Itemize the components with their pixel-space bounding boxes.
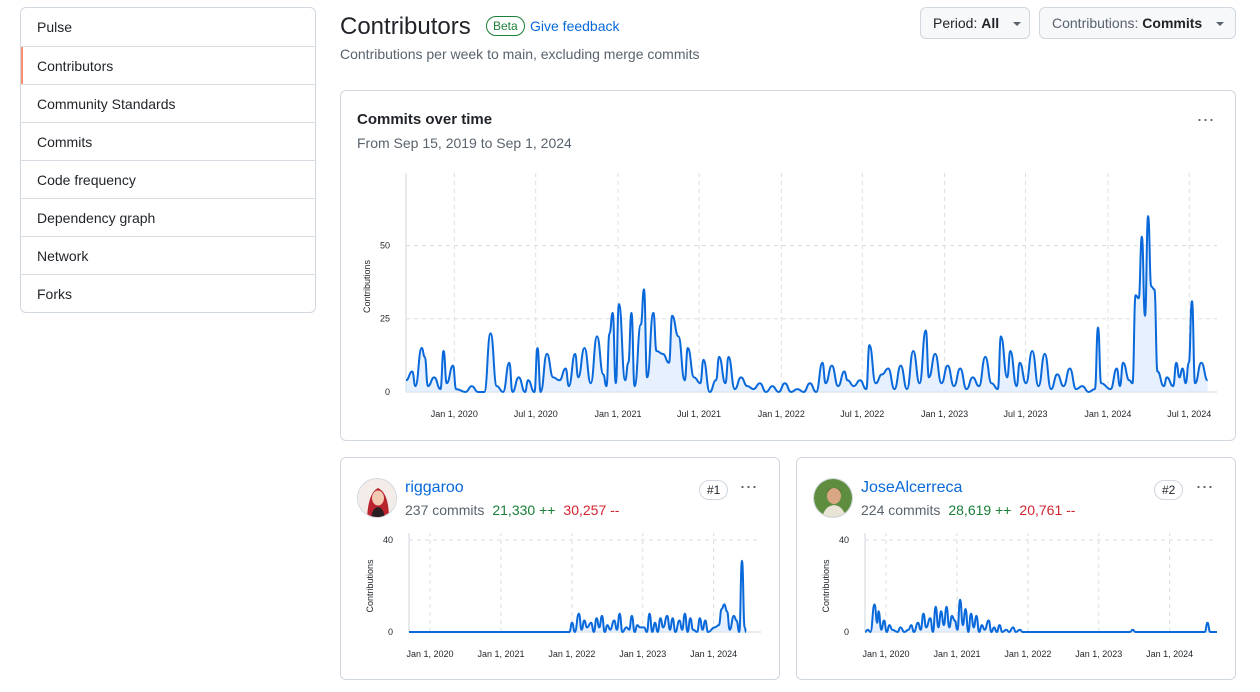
x-tick-label: Jan 1, 2022 xyxy=(1004,649,1051,659)
x-tick-label: Jul 1, 2022 xyxy=(840,409,884,419)
y-tick-label: 0 xyxy=(385,387,390,397)
sidebar-item-community-standards[interactable]: Community Standards xyxy=(21,84,315,122)
y-axis-label: Contributions xyxy=(365,559,375,613)
y-tick-label: 40 xyxy=(839,535,849,545)
sidebar-item-code-frequency[interactable]: Code frequency xyxy=(21,160,315,198)
commits-over-time-chart: 0 25 50 Jan 1, 2020 Jul 1, 2020 Jan 1, 2021 Ju… xyxy=(362,173,1217,419)
contributor-card-2: JoseAlcerreca 224 commits 28,619 ++ 20,761… xyxy=(796,457,1236,680)
kebab-horizontal-icon[interactable]: ⋯ xyxy=(1195,477,1215,497)
contributor-2-chart: 0 40 Jan 1, 2020 Jan 1, 2021 Jan 1, 2022 Jan … xyxy=(821,533,1217,659)
x-tick-label: Jan 1, 2021 xyxy=(595,409,642,419)
x-tick-label: Jan 1, 2024 xyxy=(690,649,737,659)
series-line xyxy=(408,559,748,633)
period-value: All xyxy=(981,15,1000,31)
x-tick-label: Jan 1, 2024 xyxy=(1084,409,1131,419)
x-tick-label: Jan 1, 2021 xyxy=(934,649,981,659)
x-tick-label: Jan 1, 2023 xyxy=(1075,649,1122,659)
period-label: Period: xyxy=(933,15,978,31)
avatar[interactable] xyxy=(813,478,853,518)
contributions-label: Contributions: xyxy=(1052,15,1139,31)
contributions-dropdown[interactable]: Contributions: Commits xyxy=(1039,7,1236,39)
give-feedback-link[interactable]: Give feedback xyxy=(530,18,620,34)
contributor-stats: 224 commits 28,619 ++ 20,761 -- xyxy=(861,502,1075,518)
x-tick-label: Jul 1, 2021 xyxy=(677,409,721,419)
sidebar-item-contributors[interactable]: Contributors xyxy=(21,46,315,84)
contributor-name-link[interactable]: riggaroo xyxy=(405,479,464,496)
caret-down-icon xyxy=(1013,22,1022,27)
beta-badge: Beta xyxy=(486,16,525,36)
contributors-main: Contributors Beta Give feedback Contribu… xyxy=(340,0,1236,692)
chart-title: Commits over time xyxy=(357,111,493,128)
x-tick-label: Jan 1, 2024 xyxy=(1146,649,1193,659)
commit-count: 224 commits xyxy=(861,502,941,518)
contributor-stats: 237 commits 21,330 ++ 30,257 -- xyxy=(405,502,619,518)
y-tick-label: 0 xyxy=(844,627,849,637)
commits-over-time-card: Commits over time From Sep 15, 2019 to S… xyxy=(340,90,1236,441)
y-axis-label: Contributions xyxy=(821,559,831,613)
additions-count: 28,619 ++ xyxy=(948,502,1012,518)
x-tick-label: Jul 1, 2024 xyxy=(1167,409,1211,419)
x-tick-label: Jan 1, 2022 xyxy=(758,409,805,419)
x-tick-label: Jan 1, 2020 xyxy=(862,649,909,659)
contributor-name-link[interactable]: JoseAlcerreca xyxy=(861,479,963,496)
kebab-horizontal-icon[interactable]: ⋯ xyxy=(1196,110,1216,130)
x-tick-label: Jan 1, 2020 xyxy=(431,409,478,419)
deletions-count: 30,257 -- xyxy=(563,502,620,518)
sidebar-item-network[interactable]: Network xyxy=(21,236,315,274)
period-dropdown[interactable]: Period: All xyxy=(920,7,1030,39)
contributor-card-1: riggaroo 237 commits 21,330 ++ 30,257 -- #… xyxy=(340,457,780,680)
series-area xyxy=(406,216,1208,392)
series-line xyxy=(864,598,1217,633)
series-line xyxy=(405,215,1209,393)
y-tick-label: 50 xyxy=(380,240,390,250)
page-subtitle: Contributions per week to main, excludin… xyxy=(340,46,700,62)
series-area xyxy=(865,599,1217,632)
insights-sidebar: Pulse Contributors Community Standards C… xyxy=(20,7,316,313)
contributor-1-chart: 0 40 Jan 1, 2020 Jan 1, 2021 Jan 1, 2022 Jan … xyxy=(365,533,761,659)
additions-count: 21,330 ++ xyxy=(492,502,556,518)
y-tick-label: 40 xyxy=(383,535,393,545)
x-tick-label: Jan 1, 2022 xyxy=(548,649,595,659)
deletions-count: 20,761 -- xyxy=(1019,502,1076,518)
y-axis-label: Contributions xyxy=(362,259,372,313)
page-title: Contributors xyxy=(340,13,471,40)
sidebar-item-commits[interactable]: Commits xyxy=(21,122,315,160)
sidebar-item-pulse[interactable]: Pulse xyxy=(37,19,73,35)
x-tick-label: Jan 1, 2021 xyxy=(478,649,525,659)
commit-count: 237 commits xyxy=(405,502,485,518)
caret-down-icon xyxy=(1216,22,1225,27)
sidebar-item-forks[interactable]: Forks xyxy=(21,274,315,312)
contributions-value: Commits xyxy=(1142,15,1203,31)
x-tick-label: Jan 1, 2023 xyxy=(619,649,666,659)
sidebar-item-dependency-graph[interactable]: Dependency graph xyxy=(21,198,315,236)
avatar[interactable] xyxy=(357,478,397,518)
kebab-horizontal-icon[interactable]: ⋯ xyxy=(739,477,759,497)
rank-badge: #1 xyxy=(699,480,729,500)
y-tick-label: 0 xyxy=(388,627,393,637)
rank-badge: #2 xyxy=(1154,480,1184,500)
x-tick-label: Jan 1, 2020 xyxy=(406,649,453,659)
y-tick-label: 25 xyxy=(380,314,390,324)
x-tick-label: Jul 1, 2020 xyxy=(514,409,558,419)
x-tick-label: Jul 1, 2023 xyxy=(1004,409,1048,419)
chart-date-range: From Sep 15, 2019 to Sep 1, 2024 xyxy=(357,135,572,151)
x-tick-label: Jan 1, 2023 xyxy=(921,409,968,419)
